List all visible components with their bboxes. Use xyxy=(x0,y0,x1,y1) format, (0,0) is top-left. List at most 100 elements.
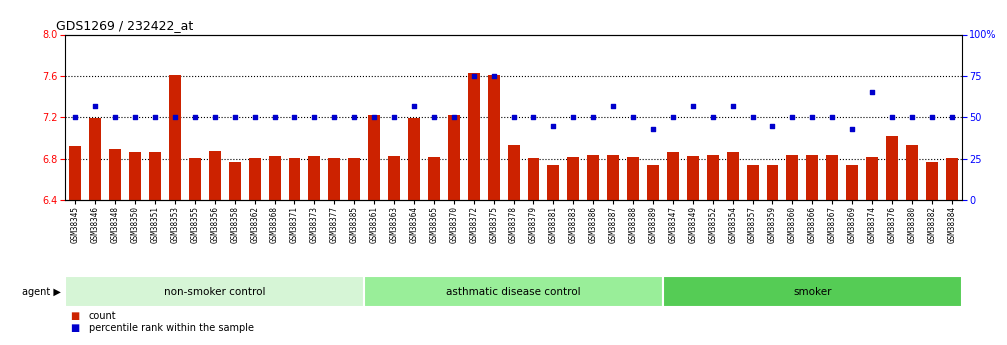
Bar xyxy=(846,165,858,200)
Text: ■: ■ xyxy=(70,311,80,321)
Bar xyxy=(508,145,520,200)
Bar xyxy=(827,155,838,200)
Point xyxy=(426,115,442,120)
Point xyxy=(306,115,322,120)
Point xyxy=(944,115,960,120)
Bar xyxy=(328,158,340,200)
Point xyxy=(326,115,342,120)
Point xyxy=(844,126,860,132)
Bar xyxy=(468,73,479,200)
Point xyxy=(147,115,163,120)
Bar xyxy=(627,157,639,200)
Bar xyxy=(448,115,460,200)
Bar xyxy=(663,276,962,307)
Point xyxy=(923,115,940,120)
Bar xyxy=(308,156,320,200)
Point xyxy=(526,115,542,120)
Point xyxy=(406,103,422,108)
Point xyxy=(267,115,283,120)
Point xyxy=(127,115,143,120)
Point xyxy=(565,115,581,120)
Bar xyxy=(548,165,559,200)
Point xyxy=(206,115,223,120)
Bar xyxy=(229,162,241,200)
Point xyxy=(167,115,183,120)
Text: agent ▶: agent ▶ xyxy=(21,287,60,296)
Point xyxy=(784,115,801,120)
Point xyxy=(247,115,263,120)
Bar xyxy=(648,165,659,200)
Bar xyxy=(365,276,663,307)
Point xyxy=(764,123,780,128)
Bar xyxy=(886,136,898,200)
Bar xyxy=(707,155,719,200)
Bar xyxy=(208,151,221,200)
Point xyxy=(67,115,84,120)
Bar xyxy=(428,157,440,200)
Text: asthmatic disease control: asthmatic disease control xyxy=(446,287,581,296)
Bar xyxy=(249,158,261,200)
Point xyxy=(227,115,243,120)
Bar xyxy=(766,165,778,200)
Bar xyxy=(90,118,102,200)
Bar xyxy=(807,155,819,200)
Bar xyxy=(567,157,579,200)
Point xyxy=(665,115,681,120)
Bar xyxy=(866,157,878,200)
Point xyxy=(107,115,123,120)
Point xyxy=(286,115,302,120)
Point xyxy=(386,115,402,120)
Point xyxy=(864,90,880,95)
Point xyxy=(625,115,641,120)
Bar xyxy=(110,149,121,200)
Text: ■: ■ xyxy=(70,323,80,333)
Point xyxy=(805,115,821,120)
Point xyxy=(644,126,661,132)
Point xyxy=(605,103,621,108)
Text: non-smoker control: non-smoker control xyxy=(164,287,266,296)
Point xyxy=(506,115,522,120)
Point xyxy=(367,115,383,120)
Bar xyxy=(727,152,738,200)
Point xyxy=(88,103,104,108)
Point xyxy=(187,115,203,120)
Bar xyxy=(69,146,82,200)
Bar xyxy=(946,158,958,200)
Bar xyxy=(587,155,599,200)
Text: GDS1269 / 232422_at: GDS1269 / 232422_at xyxy=(56,19,193,32)
Bar xyxy=(369,115,380,200)
Bar xyxy=(269,156,281,200)
Bar xyxy=(925,162,938,200)
Text: smoker: smoker xyxy=(794,287,832,296)
Bar xyxy=(607,155,619,200)
Point xyxy=(744,115,760,120)
Bar xyxy=(129,152,141,200)
Point xyxy=(824,115,840,120)
Bar xyxy=(746,165,758,200)
Text: count: count xyxy=(89,311,116,321)
Text: percentile rank within the sample: percentile rank within the sample xyxy=(89,323,254,333)
Point xyxy=(685,103,701,108)
Bar xyxy=(487,75,499,200)
Bar xyxy=(189,158,200,200)
Point xyxy=(725,103,741,108)
Bar xyxy=(289,158,300,200)
Bar xyxy=(408,118,420,200)
Point xyxy=(884,115,900,120)
Bar xyxy=(528,158,540,200)
Point xyxy=(465,73,481,79)
Point xyxy=(546,123,562,128)
Bar xyxy=(149,152,161,200)
Bar xyxy=(906,145,917,200)
Point xyxy=(485,73,501,79)
Bar xyxy=(786,155,799,200)
Bar xyxy=(169,75,181,200)
Bar xyxy=(65,276,365,307)
Point xyxy=(705,115,721,120)
Point xyxy=(446,115,462,120)
Point xyxy=(346,115,363,120)
Bar xyxy=(687,156,699,200)
Point xyxy=(904,115,920,120)
Bar xyxy=(348,158,361,200)
Point xyxy=(585,115,601,120)
